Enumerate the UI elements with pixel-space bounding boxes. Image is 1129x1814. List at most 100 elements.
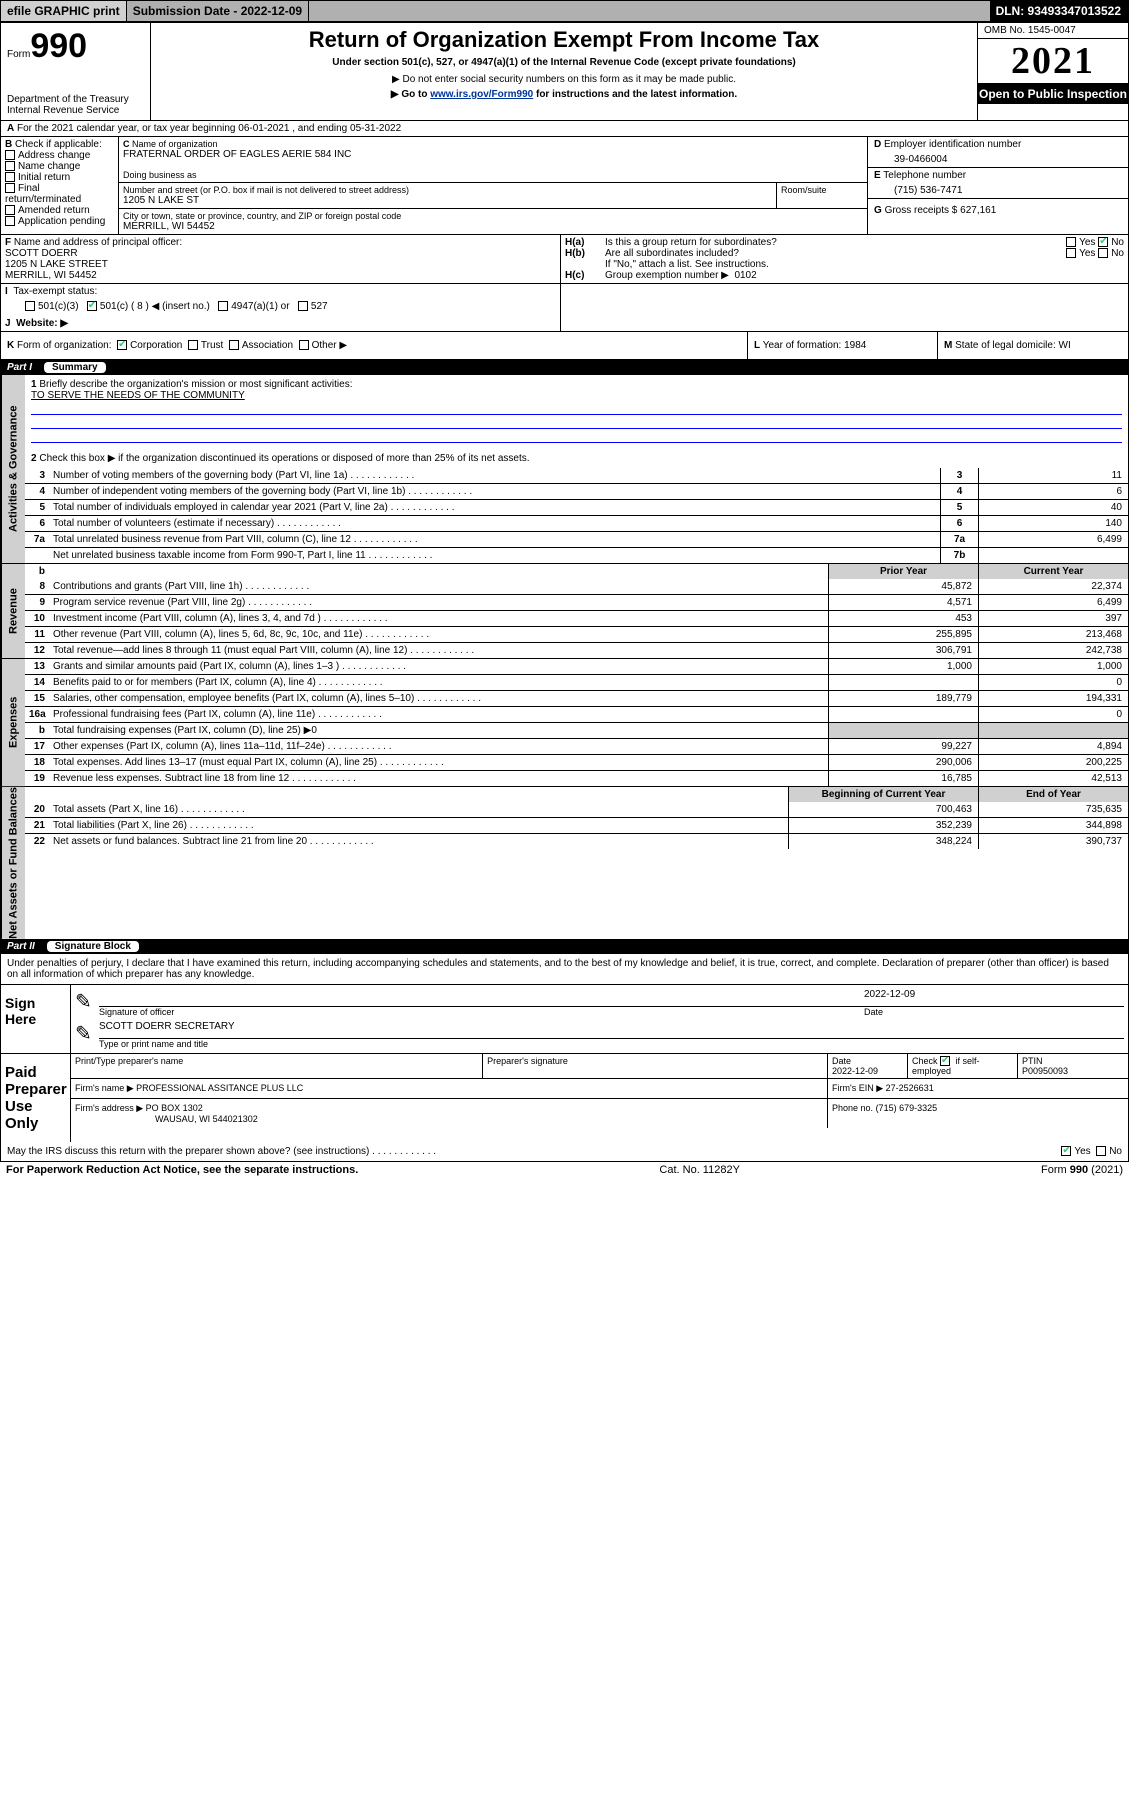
net-head-ln (25, 787, 49, 802)
may-irs-no-checkbox[interactable] (1096, 1146, 1106, 1156)
top-bar: efile GRAPHIC print Submission Date - 20… (0, 0, 1129, 22)
ptin: P00950093 (1022, 1066, 1068, 1076)
street: 1205 N LAKE ST (123, 195, 772, 206)
K-label: Form of organization: (17, 340, 112, 351)
opt-assoc: Association (242, 340, 293, 351)
L-label: Year of formation: (763, 340, 842, 351)
table-row: 7aTotal unrelated business revenue from … (25, 531, 1128, 547)
table-row: Net unrelated business taxable income fr… (25, 547, 1128, 563)
part1-num: Part I (7, 362, 32, 373)
self-employed-checkbox[interactable] (940, 1056, 950, 1066)
other-checkbox[interactable] (299, 340, 309, 350)
org-name: FRATERNAL ORDER OF EAGLES AERIE 584 INC (123, 149, 863, 160)
opt-other: Other ▶ (312, 340, 347, 351)
table-row: 21Total liabilities (Part X, line 26)352… (25, 817, 1128, 833)
may-irs-row: May the IRS discuss this return with the… (1, 1142, 1128, 1161)
501c-checkbox[interactable] (87, 301, 97, 311)
Hb-no-checkbox[interactable] (1098, 248, 1108, 258)
B-label: Check if applicable: (15, 139, 102, 150)
table-row: 6Total number of volunteers (estimate if… (25, 515, 1128, 531)
pen-icon: ✎ (75, 1021, 99, 1049)
form-subtitle: Under section 501(c), 527, or 4947(a)(1)… (157, 57, 971, 68)
footer-left: For Paperwork Reduction Act Notice, see … (6, 1164, 358, 1176)
Hb-note: If "No," attach a list. See instructions… (605, 259, 1124, 270)
l2-label: Check this box ▶ if the organization dis… (39, 453, 529, 464)
line-A-text: For the 2021 calendar year, or tax year … (17, 123, 401, 134)
4947-checkbox[interactable] (218, 301, 228, 311)
note2-pre: ▶ Go to (391, 89, 430, 100)
form-990: Form990 Department of the Treasury Inter… (0, 22, 1129, 1162)
mission-line (31, 415, 1122, 429)
side-governance: Activities & Governance (1, 375, 25, 563)
ein: 39-0466004 (894, 154, 1122, 165)
city: MERRILL, WI 54452 (123, 221, 863, 232)
part2-num: Part II (7, 941, 35, 952)
B-checkbox[interactable] (5, 172, 15, 182)
B-checkbox[interactable] (5, 216, 15, 226)
table-row: 9Program service revenue (Part VIII, lin… (25, 594, 1128, 610)
opt-501c3: 501(c)(3) (38, 301, 79, 312)
gross-receipts: 627,161 (960, 205, 996, 216)
fh-row: F Name and address of principal officer:… (1, 235, 1128, 284)
opt-trust: Trust (201, 340, 223, 351)
bcdeg-row: B Check if applicable: Address changeNam… (1, 137, 1128, 235)
net-head-curr: End of Year (978, 787, 1128, 802)
Ha-yes-checkbox[interactable] (1066, 237, 1076, 247)
officer-sig-name: SCOTT DOERR SECRETARY (99, 1021, 1124, 1039)
head-blank (49, 564, 828, 579)
firm-name: PROFESSIONAL ASSITANCE PLUS LLC (136, 1083, 303, 1093)
room-label: Room/suite (777, 183, 867, 208)
yes-label: Yes (1079, 237, 1095, 248)
opt-527: 527 (311, 301, 328, 312)
B-checkbox[interactable] (5, 161, 15, 171)
no3: No (1109, 1146, 1122, 1157)
open-to-public: Open to Public Inspection (978, 84, 1128, 104)
trust-checkbox[interactable] (188, 340, 198, 350)
firm-phone: (715) 679-3325 (876, 1103, 938, 1113)
side-expenses: Expenses (1, 659, 25, 786)
omb-number: OMB No. 1545-0047 (978, 23, 1128, 39)
dept-treasury: Department of the Treasury (7, 94, 144, 105)
prep-date-label: Date (832, 1056, 851, 1066)
header-row: Form990 Department of the Treasury Inter… (1, 23, 1128, 121)
ij-row: I Tax-exempt status: 501(c)(3) 501(c) ( … (1, 284, 1128, 332)
officer-city: MERRILL, WI 54452 (5, 270, 556, 281)
may-irs-yes-checkbox[interactable] (1061, 1146, 1071, 1156)
self-emp-check-pre: Check (912, 1056, 940, 1066)
governance-section: Activities & Governance 1 Briefly descri… (1, 375, 1128, 564)
pen-icon: ✎ (75, 989, 99, 1017)
note2-post: for instructions and the latest informat… (533, 89, 737, 100)
firm-ein: 27-2526631 (886, 1083, 934, 1093)
501c3-checkbox[interactable] (25, 301, 35, 311)
efile-print-button[interactable]: efile GRAPHIC print (1, 1, 127, 21)
mission-line (31, 401, 1122, 415)
side-revenue: Revenue (1, 564, 25, 658)
phone-label: Phone no. (832, 1103, 873, 1113)
sig-officer-label: Signature of officer (99, 1007, 864, 1017)
B-checkbox[interactable] (5, 150, 15, 160)
net-head-prior: Beginning of Current Year (788, 787, 978, 802)
corp-checkbox[interactable] (117, 340, 127, 350)
head-ln: b (25, 564, 49, 579)
side-net: Net Assets or Fund Balances (1, 787, 25, 939)
sign-here-label: Sign Here (1, 985, 71, 1053)
paid-preparer-row: Paid Preparer Use Only Print/Type prepar… (1, 1053, 1128, 1142)
assoc-checkbox[interactable] (229, 340, 239, 350)
telephone: (715) 536-7471 (894, 185, 1122, 196)
B-checkbox[interactable] (5, 183, 15, 193)
B-checkbox[interactable] (5, 205, 15, 215)
form990-link[interactable]: www.irs.gov/Form990 (430, 89, 533, 100)
prep-name-label: Print/Type preparer's name (71, 1054, 483, 1079)
table-row: 12Total revenue—add lines 8 through 11 (… (25, 642, 1128, 658)
527-checkbox[interactable] (298, 301, 308, 311)
footer-right: Form 990 (2021) (1041, 1164, 1123, 1176)
firm-ein-label: Firm's EIN ▶ (832, 1083, 883, 1093)
firm-name-label: Firm's name ▶ (75, 1083, 134, 1093)
opt-4947: 4947(a)(1) or (231, 301, 289, 312)
Hb-yes-checkbox[interactable] (1066, 248, 1076, 258)
year-formation: 1984 (844, 340, 866, 351)
Ha-no-checkbox[interactable] (1098, 237, 1108, 247)
officer-name: SCOTT DOERR (5, 248, 556, 259)
revenue-section: Revenue b Prior Year Current Year 8Contr… (1, 564, 1128, 659)
table-row: 18Total expenses. Add lines 13–17 (must … (25, 754, 1128, 770)
